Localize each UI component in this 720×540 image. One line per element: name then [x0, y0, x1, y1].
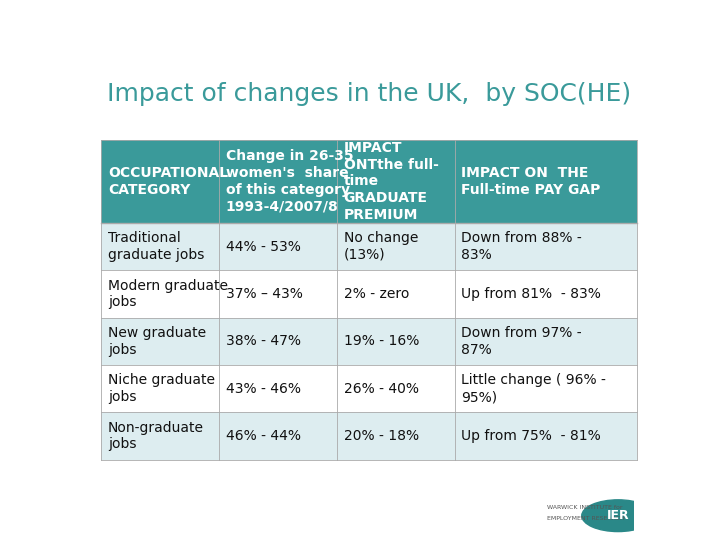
Bar [455, 271, 637, 318]
Bar [455, 318, 637, 365]
Text: IER: IER [607, 509, 629, 522]
Bar [219, 365, 337, 413]
Text: Little change ( 96% -
95%): Little change ( 96% - 95%) [462, 373, 606, 404]
Bar [455, 413, 637, 460]
Text: No change
(13%): No change (13%) [343, 231, 418, 262]
Bar [101, 413, 219, 460]
Text: 43% - 46%: 43% - 46% [225, 382, 301, 396]
Bar [101, 271, 219, 318]
Text: Up from 75%  - 81%: Up from 75% - 81% [462, 429, 601, 443]
Text: 19% - 16%: 19% - 16% [343, 334, 419, 348]
Text: New graduate
jobs: New graduate jobs [108, 326, 206, 357]
Bar [337, 223, 455, 271]
Bar [219, 223, 337, 271]
Text: IMPACT
ONTthe full-
time
GRADUATE
PREMIUM: IMPACT ONTthe full- time GRADUATE PREMIU… [343, 141, 438, 222]
Text: Up from 81%  - 83%: Up from 81% - 83% [462, 287, 601, 301]
Text: IMPACT ON  THE
Full-time PAY GAP: IMPACT ON THE Full-time PAY GAP [462, 166, 600, 197]
Text: Modern graduate
jobs: Modern graduate jobs [108, 279, 228, 309]
Text: Change in 26-35
women's  share
of this category
1993-4/2007/8: Change in 26-35 women's share of this ca… [225, 149, 354, 213]
Bar [455, 365, 637, 413]
Bar [219, 140, 337, 223]
Bar [455, 140, 637, 223]
Bar [337, 413, 455, 460]
Text: 46% - 44%: 46% - 44% [225, 429, 301, 443]
Text: 20% - 18%: 20% - 18% [343, 429, 419, 443]
Text: 2% - zero: 2% - zero [343, 287, 409, 301]
Bar [101, 140, 219, 223]
Bar [101, 223, 219, 271]
Text: Non-graduate
jobs: Non-graduate jobs [108, 421, 204, 451]
Bar [455, 223, 637, 271]
Text: 44% - 53%: 44% - 53% [225, 240, 300, 254]
Bar [337, 318, 455, 365]
Text: Down from 97% -
87%: Down from 97% - 87% [462, 326, 582, 357]
Bar [219, 413, 337, 460]
Bar [219, 271, 337, 318]
Text: OCCUPATIONAL
CATEGORY: OCCUPATIONAL CATEGORY [108, 166, 228, 197]
Text: Niche graduate
jobs: Niche graduate jobs [108, 373, 215, 404]
Text: EMPLOYMENT RESEARCH: EMPLOYMENT RESEARCH [547, 516, 625, 521]
Text: 38% - 47%: 38% - 47% [225, 334, 301, 348]
Bar [101, 318, 219, 365]
Text: 26% - 40%: 26% - 40% [343, 382, 418, 396]
Text: Traditional
graduate jobs: Traditional graduate jobs [108, 231, 204, 262]
Circle shape [582, 500, 654, 531]
Bar [337, 365, 455, 413]
Text: Down from 88% -
83%: Down from 88% - 83% [462, 231, 582, 262]
Bar [337, 140, 455, 223]
Bar [219, 318, 337, 365]
Text: 37% – 43%: 37% – 43% [225, 287, 302, 301]
Text: WARWICK INSTITUTE for: WARWICK INSTITUTE for [547, 505, 623, 510]
Bar [101, 365, 219, 413]
Bar [337, 271, 455, 318]
Text: Impact of changes in the UK,  by SOC(HE): Impact of changes in the UK, by SOC(HE) [107, 82, 631, 106]
